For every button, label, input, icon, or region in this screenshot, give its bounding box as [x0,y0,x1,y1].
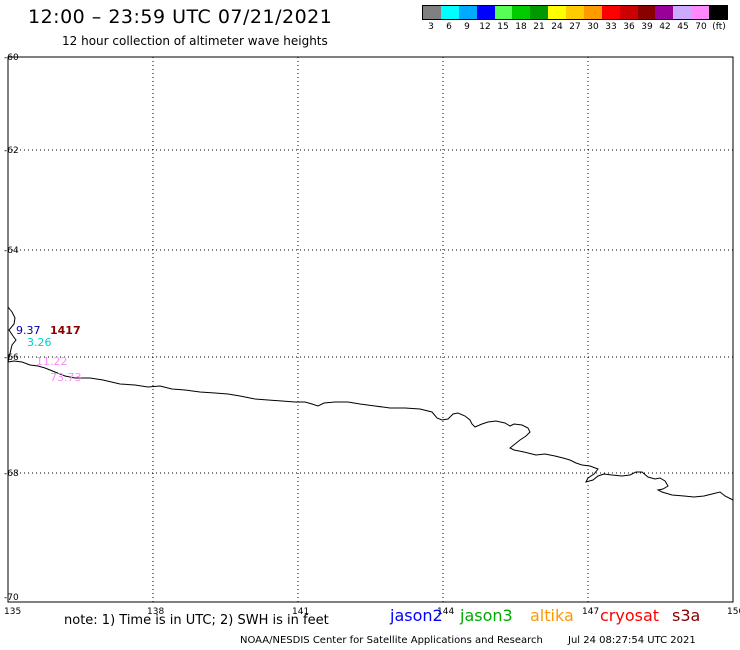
satellite-jason2: jason2 [390,606,443,625]
longitude-label: 150 [727,607,740,617]
legend-tick-label: 39 [641,22,653,32]
legend-swatch [512,6,531,19]
latitude-label: -66 [4,353,19,363]
satellite-s3a: s3a [672,606,701,625]
legend-swatch [530,6,549,19]
legend-tick-label: 70 [695,22,707,32]
wave-height-label: 73.73 [50,371,82,384]
wave-height-label: 9.37 [16,324,41,337]
longitude-label: 135 [4,607,21,617]
legend-tick-label: 9 [464,22,470,32]
legend-swatch [583,6,602,19]
legend-swatch [458,6,477,19]
legend-swatch [601,6,620,19]
legend-tick-label: 15 [497,22,509,32]
legend-tick-label: 24 [551,22,563,32]
legend-swatch [476,6,495,19]
legend-tick-label: 6 [446,22,452,32]
generation-timestamp: Jul 24 08:27:54 UTC 2021 [568,635,696,646]
legend-swatch [709,6,727,19]
longitude-labels: 135 138 141 144 147 150 [4,607,740,617]
legend-tick-label: 3 [428,22,434,32]
legend-tick-label: (ft) [712,22,726,32]
antarctic-coastline [7,306,734,501]
legend-swatch [423,6,441,19]
color-scale-bar [422,5,728,20]
longitude-gridlines [152,57,589,602]
legend-tick-label: 27 [569,22,581,32]
legend-swatch [655,6,674,19]
satellite-cryosat: cryosat [600,606,660,625]
satellite-jason3: jason3 [460,606,513,625]
legend-swatch [691,6,709,19]
legend-swatch [673,6,692,19]
wave-height-label: 11.22 [36,355,68,368]
legend-tick-label: 36 [623,22,635,32]
legend-tick-label: 42 [659,22,671,32]
latitude-label: -60 [4,53,19,63]
longitude-label: 141 [292,607,309,617]
wave-height-label: 3.26 [27,336,52,349]
latitude-label: -68 [4,469,19,479]
legend-swatch [440,6,459,19]
legend-tick-label: 12 [479,22,491,32]
map-subtitle: 12 hour collection of altimeter wave hei… [62,34,328,48]
legend-tick-label: 21 [533,22,545,32]
longitude-label: 138 [147,607,164,617]
legend-tick-label: 30 [587,22,599,32]
longitude-label: 144 [437,607,454,617]
latitude-labels: -60 -62 -64 -66 -68 -70 [4,53,19,603]
credit-line: NOAA/NESDIS Center for Satellite Applica… [240,635,543,646]
wave-height-label: 1417 [50,324,81,337]
legend-tick-label: 18 [515,22,527,32]
legend-swatch [548,6,566,19]
legend-swatch [566,6,584,19]
latitude-label: -62 [4,146,19,156]
map-frame [7,56,734,603]
latitude-label: -64 [4,246,19,256]
legend-tick-label: 33 [605,22,617,32]
color-scale-legend: 3 6 9 12 15 18 21 24 27 30 33 36 39 42 45 70 (ft) [422,5,728,32]
footnote: note: 1) Time is in UTC; 2) SWH is in fe… [64,613,329,628]
color-scale-ticks: 3 6 9 12 15 18 21 24 27 30 33 36 39 42 45 70 (ft) [422,22,728,32]
latitude-gridlines [8,149,733,474]
map-title: 12:00 – 23:59 UTC 07/21/2021 [28,6,333,28]
satellite-altika: altika [530,606,574,625]
legend-swatch [619,6,638,19]
latitude-label: -70 [4,593,19,603]
longitude-label: 147 [582,607,599,617]
legend-tick-label: 45 [677,22,689,32]
legend-swatch [494,6,513,19]
legend-swatch [637,6,656,19]
